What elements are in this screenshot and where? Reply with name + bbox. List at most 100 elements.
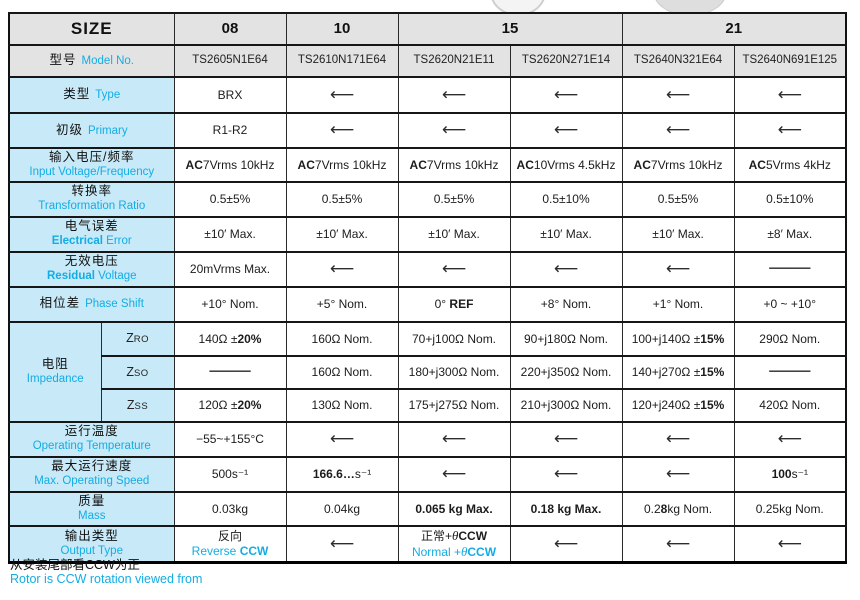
cell: 0.28kg Nom. xyxy=(621,490,735,527)
cell: ±8′ Max. xyxy=(733,215,847,253)
sub-main: Z xyxy=(126,397,135,412)
footnote: 从安装尾部看CCW为正 Rotor is CCW rotation viewed… xyxy=(10,558,202,587)
cell: +1° Nom. xyxy=(621,285,735,323)
cell: ⟵ xyxy=(621,76,735,114)
cell: 正常+θCCW Normal +θCCW xyxy=(397,524,511,565)
label-zh: 最大运行速度 xyxy=(51,459,133,474)
sub-small: SO xyxy=(133,367,149,379)
cell-text: 7Vrms 10kHz xyxy=(314,157,387,172)
label-en: Phase Shift xyxy=(85,298,144,311)
cell: 130Ω Nom. xyxy=(285,387,399,423)
label-en-rest: Voltage xyxy=(94,270,137,283)
cell: ⟵ xyxy=(397,76,511,114)
cell-text: AC xyxy=(633,157,651,172)
cell-text: 8 xyxy=(660,501,668,516)
label-zh: 输出类型 xyxy=(64,528,119,543)
row-impedance-zso: ZSO ──── 160Ω Nom. 180+j300Ω Nom. 220+j3… xyxy=(9,354,847,390)
cell: 0.5±5% xyxy=(621,180,735,218)
label-zh: 类型 xyxy=(63,87,91,102)
label-en: Electrical Error xyxy=(12,235,172,249)
cell-text: 15% xyxy=(700,365,725,380)
label-en: Residual Voltage xyxy=(12,270,172,284)
impedance-sub-zss: ZSS xyxy=(100,387,175,423)
cell-text: 166.6… xyxy=(312,467,355,482)
row-mass: 质量 Mass 0.03kg 0.04kg 0.065 kg Max. 0.18 … xyxy=(8,490,847,527)
cell: R1-R2 xyxy=(173,112,287,149)
cell-text: 0.2 xyxy=(643,501,661,516)
row-max-operating-speed: 最大运行速度 Max. Operating Speed 500s⁻¹ 166.6…… xyxy=(8,455,847,493)
label-zh: 初级 xyxy=(55,122,83,137)
cell-text: 正常+ xyxy=(420,528,452,543)
row-label-type: 类型 Type xyxy=(8,76,175,114)
cell: ⟵ xyxy=(733,420,847,458)
label-en: Max. Operating Speed xyxy=(34,475,150,488)
cell: ⟵ xyxy=(621,112,735,149)
cell-text: CCW xyxy=(239,543,269,558)
cell: ⟵ xyxy=(621,420,735,458)
cell-text: 120+j240Ω ± xyxy=(631,398,701,413)
cell-text: 5Vrms 4kHz xyxy=(765,157,831,172)
cell-text: 120Ω ± xyxy=(198,398,238,413)
cell: 420Ω Nom. xyxy=(733,387,847,423)
cell: 160Ω Nom. xyxy=(285,354,399,390)
cell-text: AC xyxy=(748,157,766,172)
cell: 0.5±10% xyxy=(509,180,623,218)
sub-small: SS xyxy=(134,400,149,412)
cell: ⟵ xyxy=(733,524,847,565)
cell: ⟵ xyxy=(285,250,399,288)
cell: ±10′ Max. xyxy=(621,215,735,253)
output-zh-line: 正常+θCCW xyxy=(401,528,508,544)
cell-text: 15% xyxy=(700,398,725,413)
cell-text: REF xyxy=(449,297,474,312)
cell: ⟵ xyxy=(509,420,623,458)
cell: ±10′ Max. xyxy=(397,215,511,253)
cell: ⟵ xyxy=(509,524,623,565)
cell-text: 140Ω ± xyxy=(198,331,238,346)
cell: +10° Nom. xyxy=(173,285,287,323)
cell: ⟵ xyxy=(509,112,623,149)
row-electrical-error: 电气误差 Electrical Error ±10′ Max. ±10′ Max.… xyxy=(8,215,847,253)
cell: ±10′ Max. xyxy=(509,215,623,253)
cell: ⟵ xyxy=(397,112,511,149)
cell: ⟵ xyxy=(733,76,847,114)
cell: ⟵ xyxy=(621,524,735,565)
cell: TS2610N171E64 xyxy=(285,44,399,78)
cell: 180+j300Ω Nom. xyxy=(397,354,511,390)
cell: 0.5±5% xyxy=(397,180,511,218)
label-en-rest: Error xyxy=(102,235,132,248)
size-15: 15 xyxy=(397,12,623,46)
cell: 70+j100Ω Nom. xyxy=(397,320,511,357)
cell-text: 140+j270Ω ± xyxy=(631,365,701,380)
output-en-line: Reverse CCW xyxy=(177,544,284,559)
row-label-mass: 质量 Mass xyxy=(8,490,175,527)
cell: 100s⁻¹ xyxy=(733,455,847,493)
cell: TS2605N1E64 xyxy=(173,44,287,78)
cell: ──── xyxy=(733,354,847,390)
cell: ⟵ xyxy=(285,112,399,149)
cell-text: 7Vrms 10kHz xyxy=(650,157,723,172)
spec-table: SIZE 08 10 15 21 型号 Model No. TS2605N1E64… xyxy=(8,12,848,565)
cell: +5° Nom. xyxy=(285,285,399,323)
row-label-electrical-error: 电气误差 Electrical Error xyxy=(8,215,175,253)
cell-text: 7Vrms 10kHz xyxy=(202,157,275,172)
cell: 20mVrms Max. xyxy=(173,250,287,288)
size-08: 08 xyxy=(173,12,287,46)
cell: +8° Nom. xyxy=(509,285,623,323)
row-input-voltage: 输入电压/频率 Input Voltage/Frequency AC7Vrms 1… xyxy=(8,147,847,183)
cell: TS2620N21E11 xyxy=(397,44,511,78)
cell: ⟵ xyxy=(509,455,623,493)
cell: ──── xyxy=(173,354,287,390)
row-phase-shift: 相位差 Phase Shift +10° Nom. +5° Nom. 0° REF… xyxy=(8,285,847,323)
label-en: Primary xyxy=(87,124,128,137)
cell: 90+j180Ω Nom. xyxy=(509,320,623,357)
cell-text: 7Vrms 10kHz xyxy=(426,157,499,172)
cell: AC7Vrms 10kHz xyxy=(397,147,511,183)
label-zh: 相位差 xyxy=(39,296,81,311)
row-label-max-operating-speed: 最大运行速度 Max. Operating Speed xyxy=(8,455,175,493)
row-model: 型号 Model No. TS2605N1E64 TS2610N171E64 TS… xyxy=(8,44,847,78)
label-en: Mass xyxy=(78,509,106,522)
label-en: Operating Temperature xyxy=(32,440,151,453)
row-label-output-type: 输出类型 Output Type xyxy=(8,524,175,565)
cell: −55~+155°C xyxy=(173,420,287,458)
cell: 0° REF xyxy=(397,285,511,323)
